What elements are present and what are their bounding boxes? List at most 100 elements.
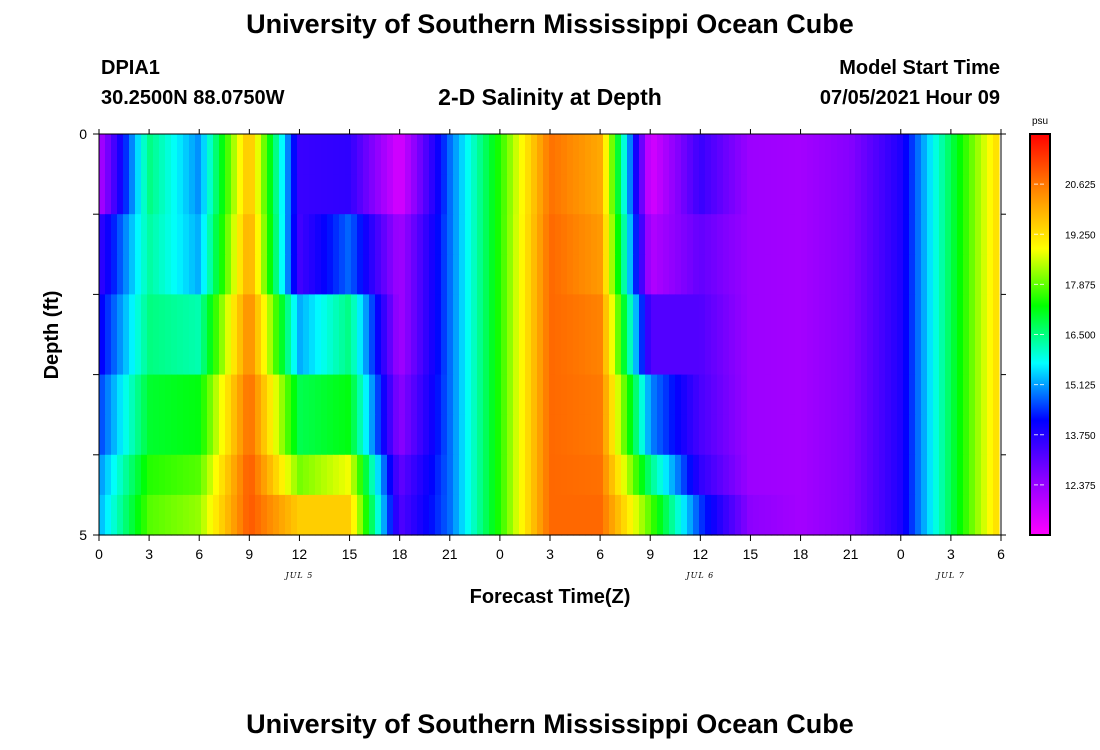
heatmap-cell [291,294,298,336]
heatmap-cell [123,374,130,416]
heatmap-cell [489,494,496,536]
heatmap-cell [495,494,502,536]
heatmap-cell [171,414,178,456]
heatmap-cell [219,414,226,456]
heatmap-cell [381,174,388,215]
heatmap-cell [351,294,358,336]
heatmap-cell [945,494,952,536]
heatmap-cell [279,294,286,336]
heatmap-cell [99,494,106,536]
heatmap-cell [765,334,772,376]
heatmap-cell [459,294,466,336]
heatmap-cell [525,334,532,376]
heatmap-cell [783,294,790,336]
heatmap-cell [801,374,808,416]
heatmap-cell [531,134,538,175]
heatmap-cell [765,374,772,416]
heatmap-cell [183,334,190,376]
heatmap-cell [891,494,898,536]
heatmap-cell [441,254,448,295]
heatmap-cell [591,254,598,295]
heatmap-cell [603,374,610,416]
heatmap-cell [873,254,880,295]
heatmap-cell [651,254,658,295]
heatmap-cell [495,454,502,496]
heatmap-cell [711,134,718,175]
heatmap-cell [213,134,220,175]
heatmap-cell [111,174,118,215]
heatmap-cell [777,294,784,336]
heatmap-cell [705,414,712,456]
heatmap-cell [801,334,808,376]
heatmap-cell [837,494,844,536]
heatmap-cell [483,334,490,376]
heatmap-cell [339,334,346,376]
heatmap-cell [129,494,136,536]
heatmap-cell [693,374,700,416]
heatmap-cell [729,174,736,215]
heatmap-cell [861,414,868,456]
heatmap-cell [339,174,346,215]
heatmap-cell [465,334,472,376]
heatmap-cell [855,454,862,496]
heatmap-cell [567,174,574,215]
heatmap-cell [717,174,724,215]
heatmap-cell [309,334,316,376]
heatmap-cell [843,414,850,456]
heatmap-cell [627,254,634,295]
heatmap-cell [957,214,964,255]
heatmap-cell [801,254,808,295]
heatmap-cell [345,454,352,496]
heatmap-cell [225,414,232,456]
heatmap-cell [591,374,598,416]
heatmap-cell [729,334,736,376]
heatmap-cell [609,214,616,255]
colorbar-unit: psu [1032,116,1048,127]
heatmap-cell [585,134,592,175]
heatmap-cell [375,254,382,295]
heatmap-cell [513,174,520,215]
heatmap-cell [621,334,628,376]
heatmap-cell [879,414,886,456]
heatmap-cell [885,254,892,295]
heatmap-cell [951,174,958,215]
heatmap-cell [627,454,634,496]
heatmap-cell [399,334,406,376]
heatmap-cell [471,494,478,536]
heatmap-cell [309,214,316,255]
heatmap-cell [651,174,658,215]
heatmap-cell [459,334,466,376]
heatmap-cell [723,134,730,175]
heatmap-cell [147,254,154,295]
heatmap-cell [771,454,778,496]
heatmap-cell [537,134,544,175]
heatmap-cell [435,174,442,215]
heatmap-cell [729,214,736,255]
heatmap-cell [387,454,394,496]
heatmap-cell [873,374,880,416]
heatmap-cell [675,254,682,295]
heatmap-cell [609,254,616,295]
heatmap-cell [555,254,562,295]
heatmap-cell [519,214,526,255]
heatmap-cell [249,494,256,536]
heatmap-cell [627,374,634,416]
heatmap-cell [753,414,760,456]
heatmap-cell [771,374,778,416]
heatmap-cell [213,454,220,496]
heatmap-cell [153,454,160,496]
heatmap-cell [537,174,544,215]
heatmap-cell [273,374,280,416]
x-tick-label: 6 [195,546,203,562]
heatmap-cell [855,254,862,295]
heatmap-cell [141,294,148,336]
heatmap-cell [969,134,976,175]
heatmap-cell [771,254,778,295]
heatmap-cell [921,414,928,456]
heatmap-cell [927,454,934,496]
heatmap-cell [555,374,562,416]
heatmap-cell [321,134,328,175]
heatmap-cell [969,174,976,215]
heatmap-cell [771,494,778,536]
heatmap-cell [903,294,910,336]
